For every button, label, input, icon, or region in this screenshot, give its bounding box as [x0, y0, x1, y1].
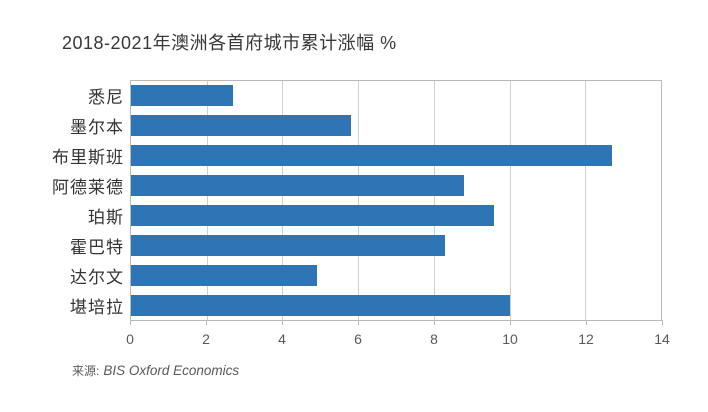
x-tick-label: 0	[126, 331, 134, 347]
bar	[131, 85, 234, 107]
bar	[131, 264, 317, 286]
bars-layer	[131, 81, 661, 320]
bar	[131, 234, 446, 256]
gridline	[358, 81, 360, 320]
bar-row	[131, 260, 661, 290]
category-label: 墨尔本	[70, 117, 124, 137]
x-axis: 0 2 4 6 8 10 12 14	[126, 331, 670, 349]
x-tick-label: 4	[278, 331, 286, 347]
x-tick-mark	[662, 320, 663, 325]
bar	[131, 115, 351, 137]
category-label: 霍巴特	[70, 238, 124, 258]
bar-row	[131, 111, 661, 141]
x-tick-mark	[358, 320, 359, 325]
x-tick-mark	[130, 320, 131, 325]
category-label: 堪培拉	[70, 298, 124, 318]
bar-row	[131, 171, 661, 201]
x-axis-tickmarks	[130, 320, 663, 325]
x-tick-mark	[434, 320, 435, 325]
x-tick-mark	[510, 320, 511, 325]
gridline	[433, 81, 435, 320]
gridline-layer	[131, 81, 661, 320]
gridline	[585, 81, 587, 320]
plot-area	[130, 80, 662, 321]
chart-title: 2018-2021年澳洲各首府城市累计涨幅 %	[62, 33, 397, 53]
bar	[131, 175, 465, 197]
x-tick-mark	[586, 320, 587, 325]
x-tick-label: 8	[430, 331, 438, 347]
gridline	[282, 81, 284, 320]
category-label: 珀斯	[88, 208, 124, 228]
category-label: 布里斯班	[52, 147, 124, 167]
gridline	[206, 81, 208, 320]
bar-row	[131, 81, 661, 111]
x-tick-label: 10	[502, 331, 518, 347]
bar-row	[131, 230, 661, 260]
bar-row	[131, 201, 661, 231]
bar	[131, 204, 495, 226]
bar	[131, 145, 612, 167]
gridline	[509, 81, 511, 320]
bar-row	[131, 290, 661, 320]
source-note: 来源: BIS Oxford Economics	[72, 362, 239, 379]
category-label: 悉尼	[88, 87, 124, 107]
bar	[131, 294, 510, 316]
x-tick-mark	[206, 320, 207, 325]
x-tick-label: 12	[578, 331, 594, 347]
source-name: BIS Oxford Economics	[103, 363, 240, 378]
source-prefix: 来源:	[72, 364, 100, 378]
x-tick-label: 6	[354, 331, 362, 347]
category-label: 阿德莱德	[52, 177, 124, 197]
bar-row	[131, 141, 661, 171]
x-tick-label: 14	[654, 331, 670, 347]
x-tick-mark	[282, 320, 283, 325]
category-label: 达尔文	[70, 268, 124, 288]
category-axis: 悉尼墨尔本布里斯班阿德莱德珀斯霍巴特达尔文堪培拉	[0, 80, 124, 321]
x-tick-label: 2	[202, 331, 210, 347]
